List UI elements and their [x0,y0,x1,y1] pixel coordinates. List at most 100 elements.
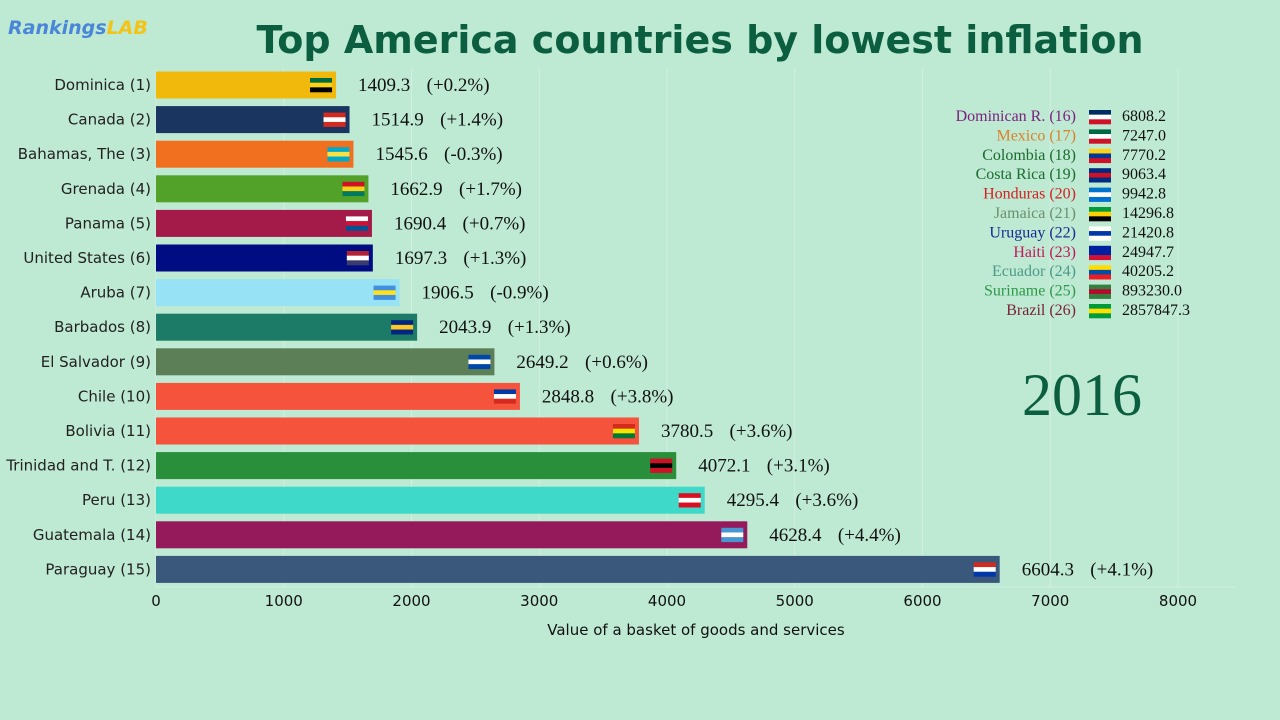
legend-label: Suriname (25) [984,283,1076,300]
flag-icon [310,87,333,93]
rankingslab-logo: RankingsLAB [8,17,148,39]
bar [156,279,400,307]
flag-icon [1089,110,1111,115]
flag-icon [346,255,369,261]
flag-icon [1089,265,1111,271]
bar [156,244,373,272]
flag-icon [323,112,346,118]
flag-icon [1089,313,1111,319]
flag-icon [1089,255,1111,261]
legend-label: Haiti (23) [1013,244,1076,261]
flag-icon [721,527,744,533]
bar-change: (+1.4%) [440,110,503,131]
legend-value: 9942.8 [1122,186,1166,203]
bar-value: 1545.6 [375,144,427,165]
flag-icon [493,398,516,404]
bar [156,382,520,410]
bar-value: 1662.9 [390,179,442,200]
bar-change: (+3.6%) [730,421,793,442]
bar-value: 4628.4 [769,525,822,546]
flag-icon [1089,274,1111,280]
flag-icon [1089,138,1111,144]
bar-label: Dominica (1) [54,76,151,94]
x-tick-label: 6000 [903,592,941,610]
bar [156,71,337,99]
flag-icon [1089,231,1111,237]
flag-icon [1089,177,1111,183]
flag-icon [1089,158,1111,164]
bar [156,417,639,445]
legend-label: Ecuador (24) [992,263,1076,280]
legend-value: 893230.0 [1122,283,1182,300]
logo-part2: LAB [106,17,148,39]
legend-value: 6808.2 [1122,108,1166,125]
flag-icon [327,147,350,153]
bar-label: Aruba (7) [80,284,151,302]
bar-value: 2043.9 [439,317,491,338]
bar-value: 3780.5 [661,421,713,442]
legend-label: Brazil (26) [1006,302,1076,319]
bar [156,106,350,134]
flag-icon [1089,148,1111,154]
x-tick-label: 0 [151,592,161,610]
bar-label: Trinidad and T. (12) [5,457,151,475]
flag-icon [327,156,350,162]
flag-icon [345,221,368,227]
bar-label: Chile (10) [78,387,151,405]
legend-label: Jamaica (21) [994,205,1076,222]
flag-icon [650,463,673,469]
bar-change: (+1.7%) [459,179,522,200]
flag-icon [650,458,673,464]
flag-icon [342,191,365,197]
legend-value: 2857847.3 [1122,302,1190,319]
bar [156,175,369,203]
bar [156,452,677,480]
bar [156,486,705,514]
bar-change: (+0.2%) [427,75,490,96]
flag-icon [327,151,350,157]
logo-part1: Rankings [8,17,107,39]
bar-value: 6604.3 [1022,559,1074,580]
bar-label: El Salvador (9) [41,353,151,371]
bar-label: Grenada (4) [61,180,151,198]
flag-icon [650,467,673,473]
bar-value: 1697.3 [395,248,447,269]
flag-icon [1089,304,1111,309]
bar-change: (+3.6%) [795,490,858,511]
bar-change: (+4.1%) [1090,559,1153,580]
flag-icon [612,424,635,429]
bar-value: 1514.9 [372,110,424,131]
flag-icon [323,117,346,123]
x-tick-label: 8000 [1159,592,1197,610]
flag-icon [1089,211,1111,217]
chart-title: Top America countries by lowest inflatio… [256,18,1144,62]
x-tick-label: 2000 [392,592,430,610]
flag-icon [310,82,333,88]
flag-icon [1089,172,1111,178]
flag-icon [342,181,365,187]
legend-value: 21420.8 [1122,224,1174,241]
bar-change: (+1.3%) [508,317,571,338]
flag-icon [612,428,635,434]
legend-value: 24947.7 [1122,244,1174,261]
bar-change: (+1.3%) [463,248,526,269]
bar-value: 2649.2 [516,352,568,373]
flag-icon [345,225,368,231]
bar-label: Canada (2) [68,111,151,129]
bar-value: 1906.5 [422,283,474,304]
bar-change: (-0.3%) [444,144,503,165]
flag-icon [1089,134,1111,140]
flag-icon [973,571,996,577]
flag-icon [1089,289,1111,295]
flag-icon [345,216,368,222]
legend-value: 40205.2 [1122,263,1174,280]
flag-icon [373,290,396,296]
bar-label: Barbados (8) [54,318,151,336]
flag-icon [391,324,414,330]
legend-value: 7247.0 [1122,127,1166,144]
bar [156,348,495,376]
flag-icon [391,329,414,335]
flag-icon [1089,119,1111,125]
x-tick-label: 1000 [265,592,303,610]
